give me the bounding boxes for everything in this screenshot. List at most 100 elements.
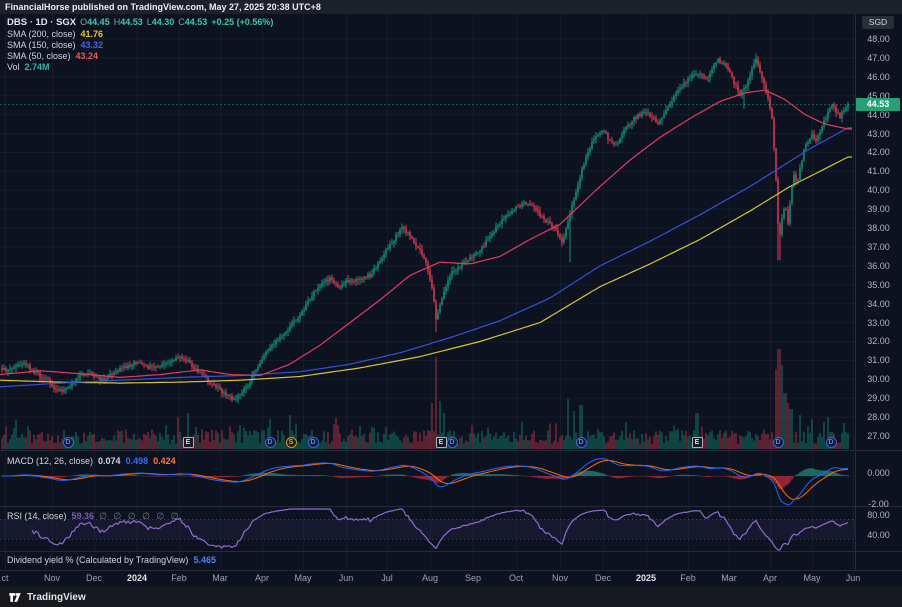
price-axis-label: 35.00: [867, 279, 890, 290]
ohlc-key: H: [113, 17, 121, 27]
macd-value: 0.498: [125, 456, 149, 466]
ohlc-value: 44.45: [87, 17, 110, 27]
dividend-yield-label[interactable]: Dividend yield % (Calculated by TradingV…: [7, 555, 189, 565]
price-axis-label: 34.00: [867, 298, 890, 309]
price-axis-label: 30.00: [867, 374, 890, 385]
price-axis-label: 29.00: [867, 393, 890, 404]
earnings-marker[interactable]: E: [691, 437, 703, 448]
ohlc-value: 44.53: [184, 17, 208, 27]
price-axis-label: 41.00: [867, 166, 890, 177]
indicator-row: SMA (50, close) 43.24: [7, 51, 273, 62]
ohlc-key: C: [178, 17, 185, 27]
price-axis-label: 44.00: [867, 109, 890, 120]
rsi-value: 59.36: [71, 511, 95, 521]
time-axis-month-label: Jun: [338, 573, 354, 583]
time-axis-month-label: Aug: [421, 573, 439, 583]
time-axis-month-label: Jul: [381, 573, 393, 583]
price-axis-label: 40.00: [867, 185, 890, 196]
macd-values: 0.074 0.498 0.424: [93, 456, 176, 466]
dividend-marker[interactable]: D: [307, 437, 319, 448]
time-axis-year-label: 2024: [126, 573, 148, 583]
change-value: +0.25 (+0.56%): [211, 17, 274, 27]
dividend-marker[interactable]: D: [264, 437, 276, 448]
pane-axis-label: 0.000: [867, 468, 890, 478]
pane-axis-label: -2.00: [868, 499, 889, 509]
indicator-label[interactable]: SMA (150, close): [7, 39, 76, 50]
symbol-legend: DBS · 1D · SGX O44.45 H44.53 L44.30 C44.53 +0…: [7, 17, 273, 73]
pane-axis-label: 80.00: [867, 510, 890, 520]
time-axis-month-label: ct: [1, 573, 9, 583]
chart-canvas[interactable]: [0, 14, 902, 570]
indicator-label[interactable]: SMA (50, close): [7, 50, 71, 61]
indicator-legend-rows: SMA (200, close) 41.76 SMA (150, close) 43.…: [7, 29, 273, 73]
time-axis-year-label: 2025: [635, 573, 657, 583]
dividend-marker[interactable]: D: [446, 437, 458, 448]
time-axis-month-label: Apr: [762, 573, 778, 583]
time-axis[interactable]: ct Nov Dec 2024 Feb Mar Apr May Jun Jul Aug Sep Oct N…: [0, 570, 902, 588]
dividend-marker[interactable]: D: [772, 437, 784, 448]
dividend-yield-legend: Dividend yield % (Calculated by TradingV…: [7, 555, 216, 566]
ohlc-key: O: [80, 17, 88, 27]
rsi-label[interactable]: RSI (14, close): [7, 511, 67, 521]
macd-value: 0.074: [98, 456, 121, 466]
price-axis-label: 42.00: [867, 147, 890, 158]
time-axis-month-label: Mar: [212, 573, 228, 583]
time-axis-month-label: May: [294, 573, 312, 583]
price-axis-label: 32.00: [867, 336, 890, 347]
price-axis-label: 48.00: [867, 34, 890, 44]
dividend-yield-value: 5.465: [193, 555, 216, 565]
price-axis[interactable]: 48.00 47.00 46.00 45.00 44.00 43.00 42.00 41.00…: [855, 14, 902, 570]
indicator-value: 43.32: [80, 39, 104, 50]
rsi-legend: RSI (14, close) 59.36 ∅ ∅ ∅ ∅ ∅ ∅: [7, 511, 181, 522]
time-axis-month-label: Mar: [721, 573, 737, 583]
ohlc-values: O44.45 H44.53 L44.30 C44.53: [76, 17, 207, 28]
macd-legend: MACD (12, 26, close) 0.074 0.498 0.424: [7, 456, 176, 467]
indicator-label[interactable]: Vol: [7, 61, 20, 72]
time-axis-month-label: May: [803, 573, 821, 583]
price-axis-label: 47.00: [867, 52, 890, 63]
indicator-row: SMA (150, close) 43.32: [7, 40, 273, 51]
price-axis-label: 43.00: [867, 128, 890, 139]
time-axis-month-label: Nov: [551, 573, 569, 583]
brand-name[interactable]: TradingView: [27, 591, 86, 603]
price-axis-label: 36.00: [867, 260, 890, 271]
price-axis-label: 37.00: [867, 241, 890, 252]
currency-button[interactable]: SGD: [862, 16, 894, 29]
earnings-marker[interactable]: E: [435, 437, 447, 448]
dividend-marker[interactable]: D: [575, 437, 587, 448]
dividend-marker[interactable]: D: [62, 437, 74, 448]
indicator-value: 2.74M: [24, 61, 50, 72]
last-price-badge: 44.53: [856, 98, 900, 111]
price-axis-label: 31.00: [867, 355, 890, 366]
footer-bar: TradingView: [0, 587, 902, 607]
time-axis-month-label: Jun: [845, 573, 861, 583]
time-axis-month-label: Oct: [508, 573, 524, 583]
macd-label[interactable]: MACD (12, 26, close): [7, 456, 94, 466]
macd-value: 0.424: [153, 456, 176, 466]
time-axis-month-label: Apr: [254, 573, 270, 583]
time-axis-month-label: Sep: [464, 573, 482, 583]
price-axis-label: 33.00: [867, 317, 890, 328]
price-axis-label: 45.00: [867, 90, 890, 101]
symbol-title[interactable]: DBS · 1D · SGX: [7, 17, 77, 28]
publish-bar: FinancialHorse published on TradingView.…: [0, 0, 902, 14]
pane-axis-label: 40.00: [867, 530, 890, 540]
indicator-row: SMA (200, close) 41.76: [7, 29, 273, 40]
dividend-marker[interactable]: D: [825, 437, 837, 448]
indicator-label[interactable]: SMA (200, close): [7, 28, 76, 39]
price-axis-label: 38.00: [867, 223, 890, 234]
indicator-value: 43.24: [75, 50, 99, 61]
ohlc-value: 44.30: [151, 17, 175, 27]
split-marker[interactable]: S: [285, 437, 297, 448]
tradingview-logo-icon[interactable]: [8, 590, 22, 604]
earnings-marker[interactable]: E: [182, 437, 194, 448]
ohlc-value: 44.53: [120, 17, 143, 27]
price-axis-label: 46.00: [867, 71, 890, 82]
time-axis-month-label: Dec: [85, 573, 103, 583]
indicator-row: Vol 2.74M: [7, 62, 273, 73]
symbol-row: DBS · 1D · SGX O44.45 H44.53 L44.30 C44.53 +0…: [7, 17, 273, 29]
time-axis-month-label: Nov: [43, 573, 61, 583]
time-axis-month-label: Dec: [594, 573, 612, 583]
